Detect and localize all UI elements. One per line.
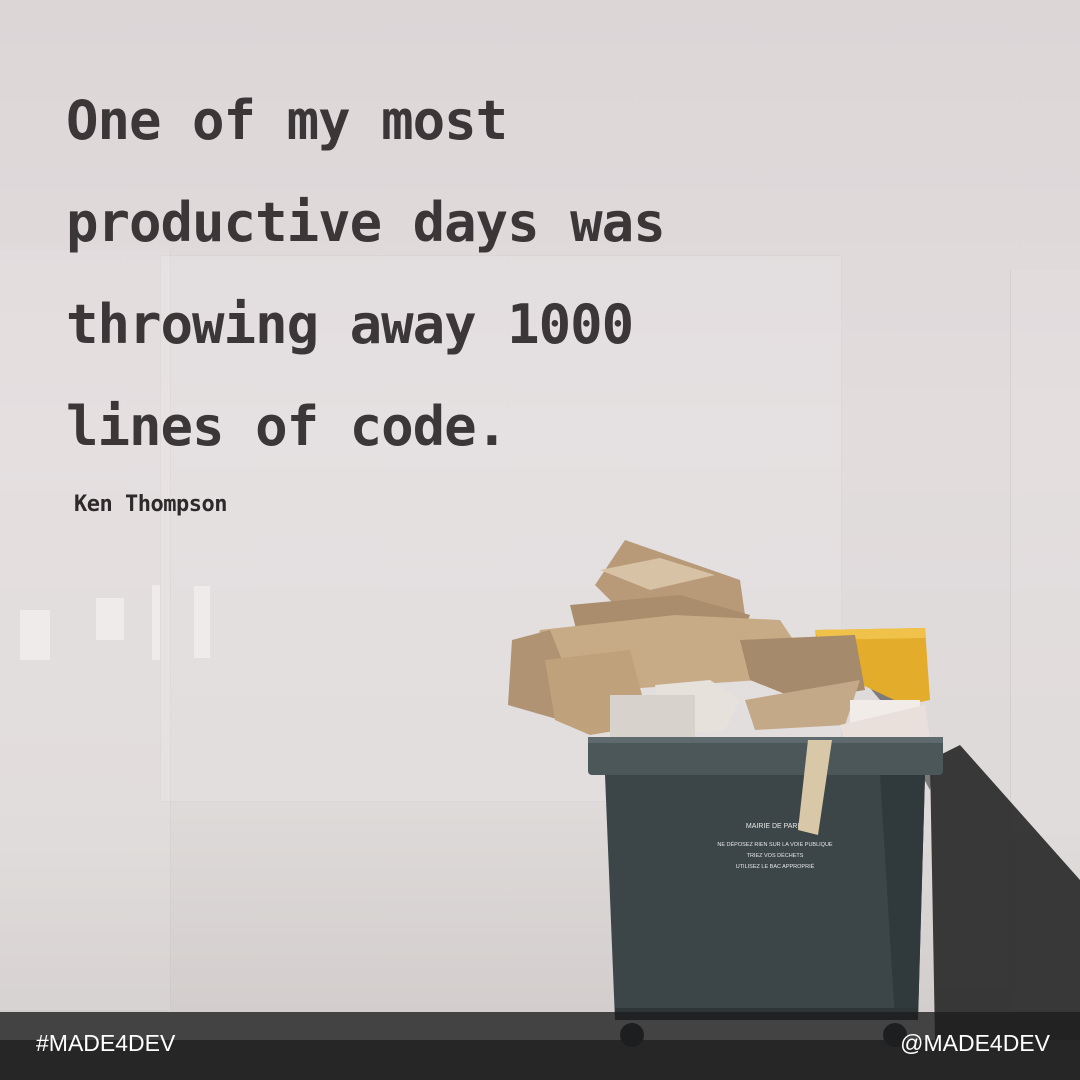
footer-hashtag: #MADE4DEV xyxy=(36,1030,176,1056)
footer-bar xyxy=(0,1012,1080,1080)
trash-bin: MAIRIE DE PARIS NE DÉPOSEZ RIEN SUR LA V… xyxy=(508,540,943,1047)
footer-handle: @MADE4DEV xyxy=(900,1030,1050,1056)
bin-sign-title: MAIRIE DE PARIS xyxy=(746,823,805,830)
bin-sign-line: NE DÉPOSEZ RIEN SUR LA VOIE PUBLIQUE xyxy=(717,841,833,848)
quote-line: throwing away 1000 xyxy=(66,293,634,356)
cardboard-pile xyxy=(508,540,930,742)
wall-scuff xyxy=(194,586,210,658)
bin-body xyxy=(605,775,925,1020)
quote-line: lines of code. xyxy=(66,395,508,458)
bin-sign-line: UTILISEZ LE BAC APPROPRIÉ xyxy=(736,863,815,870)
quote-text: One of my most productive days was throw… xyxy=(66,70,826,478)
wall-scuff xyxy=(20,610,50,660)
quote-line: One of my most xyxy=(66,89,508,152)
bin-sign-line: TRIEZ VOS DÉCHETS xyxy=(747,852,804,859)
quote-line: productive days was xyxy=(66,191,666,254)
wall-scuff xyxy=(152,585,160,660)
wall-scuff xyxy=(96,598,124,640)
bin-rim xyxy=(588,737,943,775)
tape-strip xyxy=(798,740,832,835)
quote-author: Ken Thompson xyxy=(74,492,227,517)
